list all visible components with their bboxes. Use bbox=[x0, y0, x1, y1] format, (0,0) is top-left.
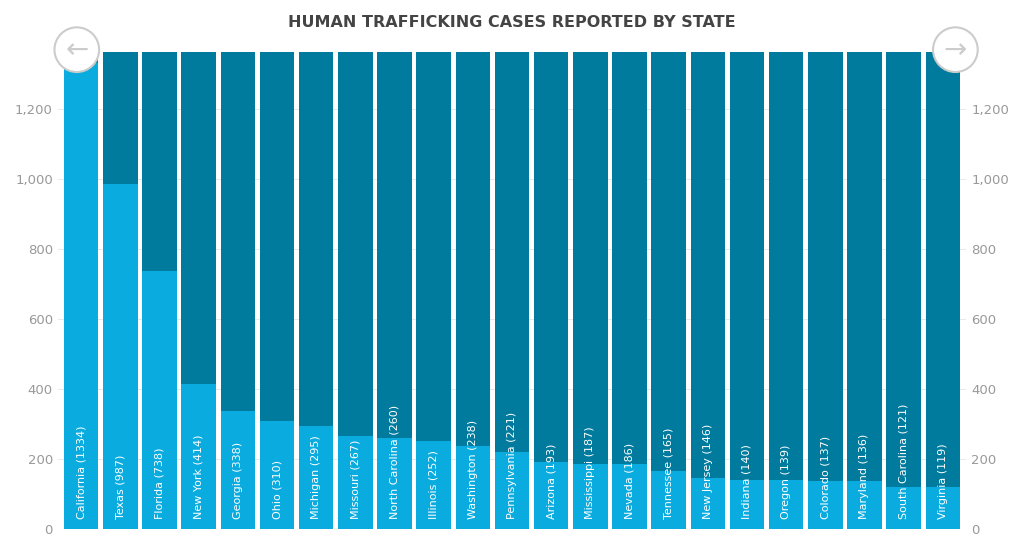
Bar bbox=[887, 52, 921, 62]
Bar bbox=[260, 52, 294, 62]
Bar bbox=[456, 52, 490, 62]
Title: HUMAN TRAFFICKING CASES REPORTED BY STATE: HUMAN TRAFFICKING CASES REPORTED BY STAT… bbox=[288, 15, 736, 30]
Bar bbox=[142, 271, 177, 529]
Bar bbox=[573, 52, 607, 62]
Bar bbox=[417, 52, 451, 62]
Bar bbox=[220, 52, 255, 62]
Bar bbox=[338, 62, 373, 436]
Bar bbox=[534, 52, 568, 62]
Bar bbox=[690, 52, 725, 62]
Bar bbox=[612, 464, 647, 529]
Bar bbox=[730, 62, 764, 480]
Text: New York (414): New York (414) bbox=[194, 434, 204, 518]
Text: Washington (238): Washington (238) bbox=[468, 420, 478, 518]
Bar bbox=[887, 62, 921, 487]
Text: Arizona (193): Arizona (193) bbox=[546, 443, 556, 518]
Text: Texas (987): Texas (987) bbox=[116, 454, 125, 518]
Text: Colorado (137): Colorado (137) bbox=[820, 436, 830, 518]
Bar bbox=[651, 52, 686, 62]
Bar bbox=[299, 62, 334, 426]
Bar bbox=[299, 426, 334, 529]
Bar bbox=[456, 62, 490, 446]
Bar bbox=[377, 62, 412, 438]
Text: Missouri (267): Missouri (267) bbox=[350, 439, 360, 518]
Bar bbox=[260, 421, 294, 529]
Text: Mississippi (187): Mississippi (187) bbox=[586, 426, 595, 518]
Bar bbox=[377, 438, 412, 529]
Text: Indiana (140): Indiana (140) bbox=[742, 444, 752, 518]
Text: Tennessee (165): Tennessee (165) bbox=[664, 427, 674, 518]
Text: Florida (738): Florida (738) bbox=[155, 447, 165, 518]
Bar bbox=[220, 411, 255, 529]
Bar bbox=[299, 52, 334, 62]
Bar bbox=[926, 487, 959, 529]
Bar bbox=[730, 480, 764, 529]
Bar bbox=[181, 62, 216, 384]
Bar bbox=[690, 62, 725, 478]
Text: Georgia (338): Georgia (338) bbox=[232, 442, 243, 518]
Bar bbox=[769, 480, 804, 529]
Bar bbox=[377, 52, 412, 62]
Bar bbox=[573, 464, 607, 529]
Bar bbox=[260, 62, 294, 421]
Bar bbox=[338, 52, 373, 62]
Bar bbox=[926, 52, 959, 62]
Bar bbox=[847, 481, 882, 529]
Bar bbox=[456, 446, 490, 529]
Bar bbox=[926, 62, 959, 487]
Bar bbox=[808, 62, 843, 481]
Bar bbox=[651, 62, 686, 471]
Bar bbox=[573, 62, 607, 464]
Bar bbox=[142, 62, 177, 271]
Bar bbox=[103, 62, 137, 184]
Text: North Carolina (260): North Carolina (260) bbox=[389, 405, 399, 518]
Bar bbox=[181, 52, 216, 62]
Bar bbox=[730, 52, 764, 62]
Text: ←: ← bbox=[66, 36, 88, 63]
Bar bbox=[612, 52, 647, 62]
Bar bbox=[417, 441, 451, 529]
Text: Oregon (139): Oregon (139) bbox=[781, 444, 792, 518]
Bar bbox=[847, 52, 882, 62]
Bar bbox=[887, 487, 921, 529]
Bar bbox=[417, 62, 451, 441]
Bar bbox=[142, 52, 177, 62]
Text: Pennsylvania (221): Pennsylvania (221) bbox=[507, 411, 517, 518]
Bar bbox=[690, 478, 725, 529]
Bar bbox=[103, 52, 137, 62]
Text: New Jersey (146): New Jersey (146) bbox=[702, 423, 713, 518]
Bar bbox=[769, 52, 804, 62]
Bar bbox=[338, 436, 373, 529]
Bar bbox=[495, 452, 529, 529]
Bar bbox=[495, 62, 529, 452]
Bar bbox=[181, 384, 216, 529]
Bar bbox=[612, 62, 647, 464]
Bar bbox=[103, 184, 137, 529]
Bar bbox=[65, 52, 98, 62]
Bar bbox=[65, 62, 98, 529]
Text: Ohio (310): Ohio (310) bbox=[272, 459, 282, 518]
Text: Illinois (252): Illinois (252) bbox=[429, 450, 438, 518]
Text: Nevada (186): Nevada (186) bbox=[625, 442, 635, 518]
Bar bbox=[769, 62, 804, 480]
Text: →: → bbox=[944, 36, 967, 63]
Text: South Carolina (121): South Carolina (121) bbox=[899, 403, 908, 518]
Text: Virginia (119): Virginia (119) bbox=[938, 443, 948, 518]
Bar bbox=[220, 62, 255, 411]
Bar bbox=[651, 471, 686, 529]
Bar bbox=[534, 461, 568, 529]
Bar bbox=[808, 481, 843, 529]
Bar bbox=[534, 62, 568, 461]
Text: California (1334): California (1334) bbox=[76, 425, 86, 518]
Bar bbox=[808, 52, 843, 62]
Bar bbox=[847, 62, 882, 481]
Text: Michigan (295): Michigan (295) bbox=[311, 435, 322, 518]
Bar bbox=[495, 52, 529, 62]
Text: Maryland (136): Maryland (136) bbox=[859, 433, 869, 518]
